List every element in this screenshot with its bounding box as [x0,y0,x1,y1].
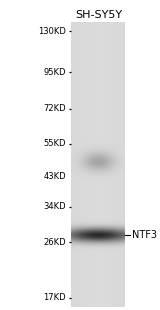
Text: 95KD: 95KD [43,68,66,77]
Text: 34KD: 34KD [43,202,66,211]
Text: 17KD: 17KD [43,293,66,302]
Text: 55KD: 55KD [43,139,66,148]
Text: 130KD: 130KD [38,27,66,36]
Text: SH-SY5Y: SH-SY5Y [75,10,122,20]
Text: 43KD: 43KD [43,171,66,181]
Text: 72KD: 72KD [43,104,66,113]
Text: NTF3: NTF3 [132,230,157,240]
Text: 26KD: 26KD [43,237,66,246]
